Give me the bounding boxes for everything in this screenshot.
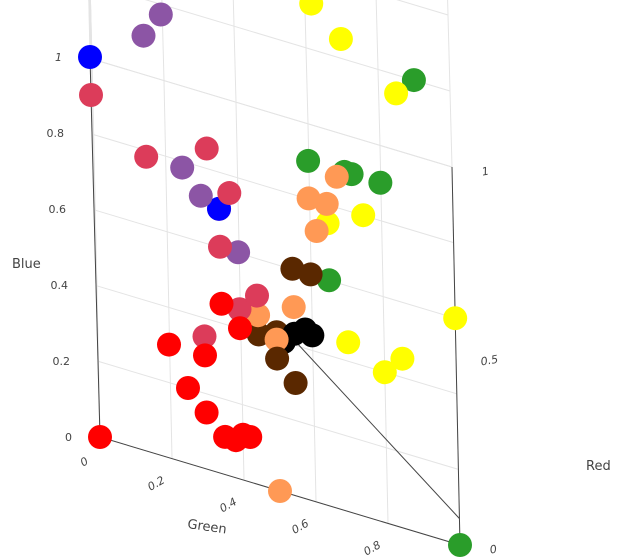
axis-title-red: Red	[586, 459, 611, 474]
data-point[interactable]	[88, 425, 112, 449]
data-point[interactable]	[296, 186, 321, 211]
data-point[interactable]	[208, 234, 232, 259]
data-point[interactable]	[280, 256, 305, 281]
data-point[interactable]	[300, 323, 325, 348]
tick-label-red: 0	[489, 543, 498, 557]
data-point[interactable]	[131, 23, 156, 48]
axis-title-blue: Blue	[12, 257, 41, 272]
data-point[interactable]	[217, 181, 242, 206]
tick-label-blue: 1	[55, 51, 62, 64]
data-point[interactable]	[283, 371, 308, 395]
grid-line	[232, 0, 237, 103]
data-point[interactable]	[193, 343, 217, 368]
data-point[interactable]	[245, 283, 269, 308]
data-point[interactable]	[372, 360, 397, 385]
grid-line	[396, 0, 449, 16]
data-point[interactable]	[213, 424, 238, 449]
data-point[interactable]	[194, 400, 219, 425]
data-point[interactable]	[188, 183, 213, 208]
grid-line	[95, 209, 456, 319]
axis-line-blue	[89, 56, 101, 438]
data-point[interactable]	[157, 332, 181, 357]
tick-label-green: 0.8	[361, 538, 383, 557]
data-point[interactable]	[448, 533, 472, 557]
data-point[interactable]	[246, 303, 271, 328]
axis-title-green: Green	[186, 517, 227, 537]
data-point[interactable]	[79, 83, 103, 107]
data-point[interactable]	[314, 191, 339, 216]
data-point[interactable]	[317, 268, 342, 293]
grid-line	[235, 102, 245, 481]
axis-titles: Blue Green Red	[12, 257, 611, 537]
data-point[interactable]	[299, 0, 324, 16]
data-point[interactable]	[209, 291, 234, 316]
data-point[interactable]	[390, 346, 415, 371]
axis-lines	[89, 56, 461, 546]
tick-label-blue: 0.2	[53, 355, 71, 368]
data-point[interactable]	[324, 164, 349, 189]
tick-label-red: 1	[481, 165, 490, 179]
tick-label-blue: 0	[65, 431, 72, 444]
grid-line	[307, 123, 317, 502]
data-point[interactable]	[264, 327, 289, 352]
data-point[interactable]	[368, 170, 393, 195]
tick-label-blue: 0.4	[51, 279, 69, 292]
grid-line	[304, 0, 309, 124]
data-point[interactable]	[401, 68, 426, 93]
tick-label-green: 0.6	[289, 517, 311, 537]
data-point[interactable]	[268, 479, 292, 503]
data-point[interactable]	[443, 306, 468, 331]
tick-label-blue: 0.6	[49, 203, 67, 216]
data-point[interactable]	[226, 240, 251, 265]
data-point[interactable]	[194, 136, 219, 161]
grid-line	[447, 0, 453, 168]
data-point[interactable]	[351, 203, 376, 228]
data-point[interactable]	[296, 148, 321, 173]
axis-line-inner	[276, 320, 460, 519]
data-point[interactable]	[328, 27, 353, 51]
tick-label-red: 0.5	[480, 353, 499, 369]
grid-line	[375, 0, 381, 146]
data-point[interactable]	[265, 346, 290, 371]
grid-line	[144, 0, 451, 92]
data-point[interactable]	[281, 295, 306, 320]
grid-line	[91, 58, 453, 168]
data-point[interactable]	[298, 262, 323, 287]
data-point[interactable]	[192, 324, 217, 349]
axis-line-red	[451, 166, 461, 546]
data-point[interactable]	[148, 2, 173, 27]
tick-label-blue: 0.8	[47, 127, 65, 140]
data-point[interactable]	[384, 81, 409, 106]
data-point[interactable]	[78, 45, 102, 69]
data-point[interactable]	[227, 297, 252, 322]
tick-label-green: 0.2	[145, 474, 167, 494]
data-point[interactable]	[170, 155, 195, 180]
data-point[interactable]	[336, 330, 361, 355]
data-points	[78, 0, 472, 557]
grid-line	[379, 145, 389, 524]
grid-line	[163, 80, 173, 459]
tick-label-green: 0.4	[217, 495, 239, 515]
data-point[interactable]	[176, 376, 200, 400]
grid-line	[98, 360, 459, 470]
data-point[interactable]	[228, 316, 252, 341]
tick-label-green: 0	[78, 455, 91, 470]
data-point[interactable]	[134, 144, 159, 169]
data-point[interactable]	[304, 219, 329, 243]
